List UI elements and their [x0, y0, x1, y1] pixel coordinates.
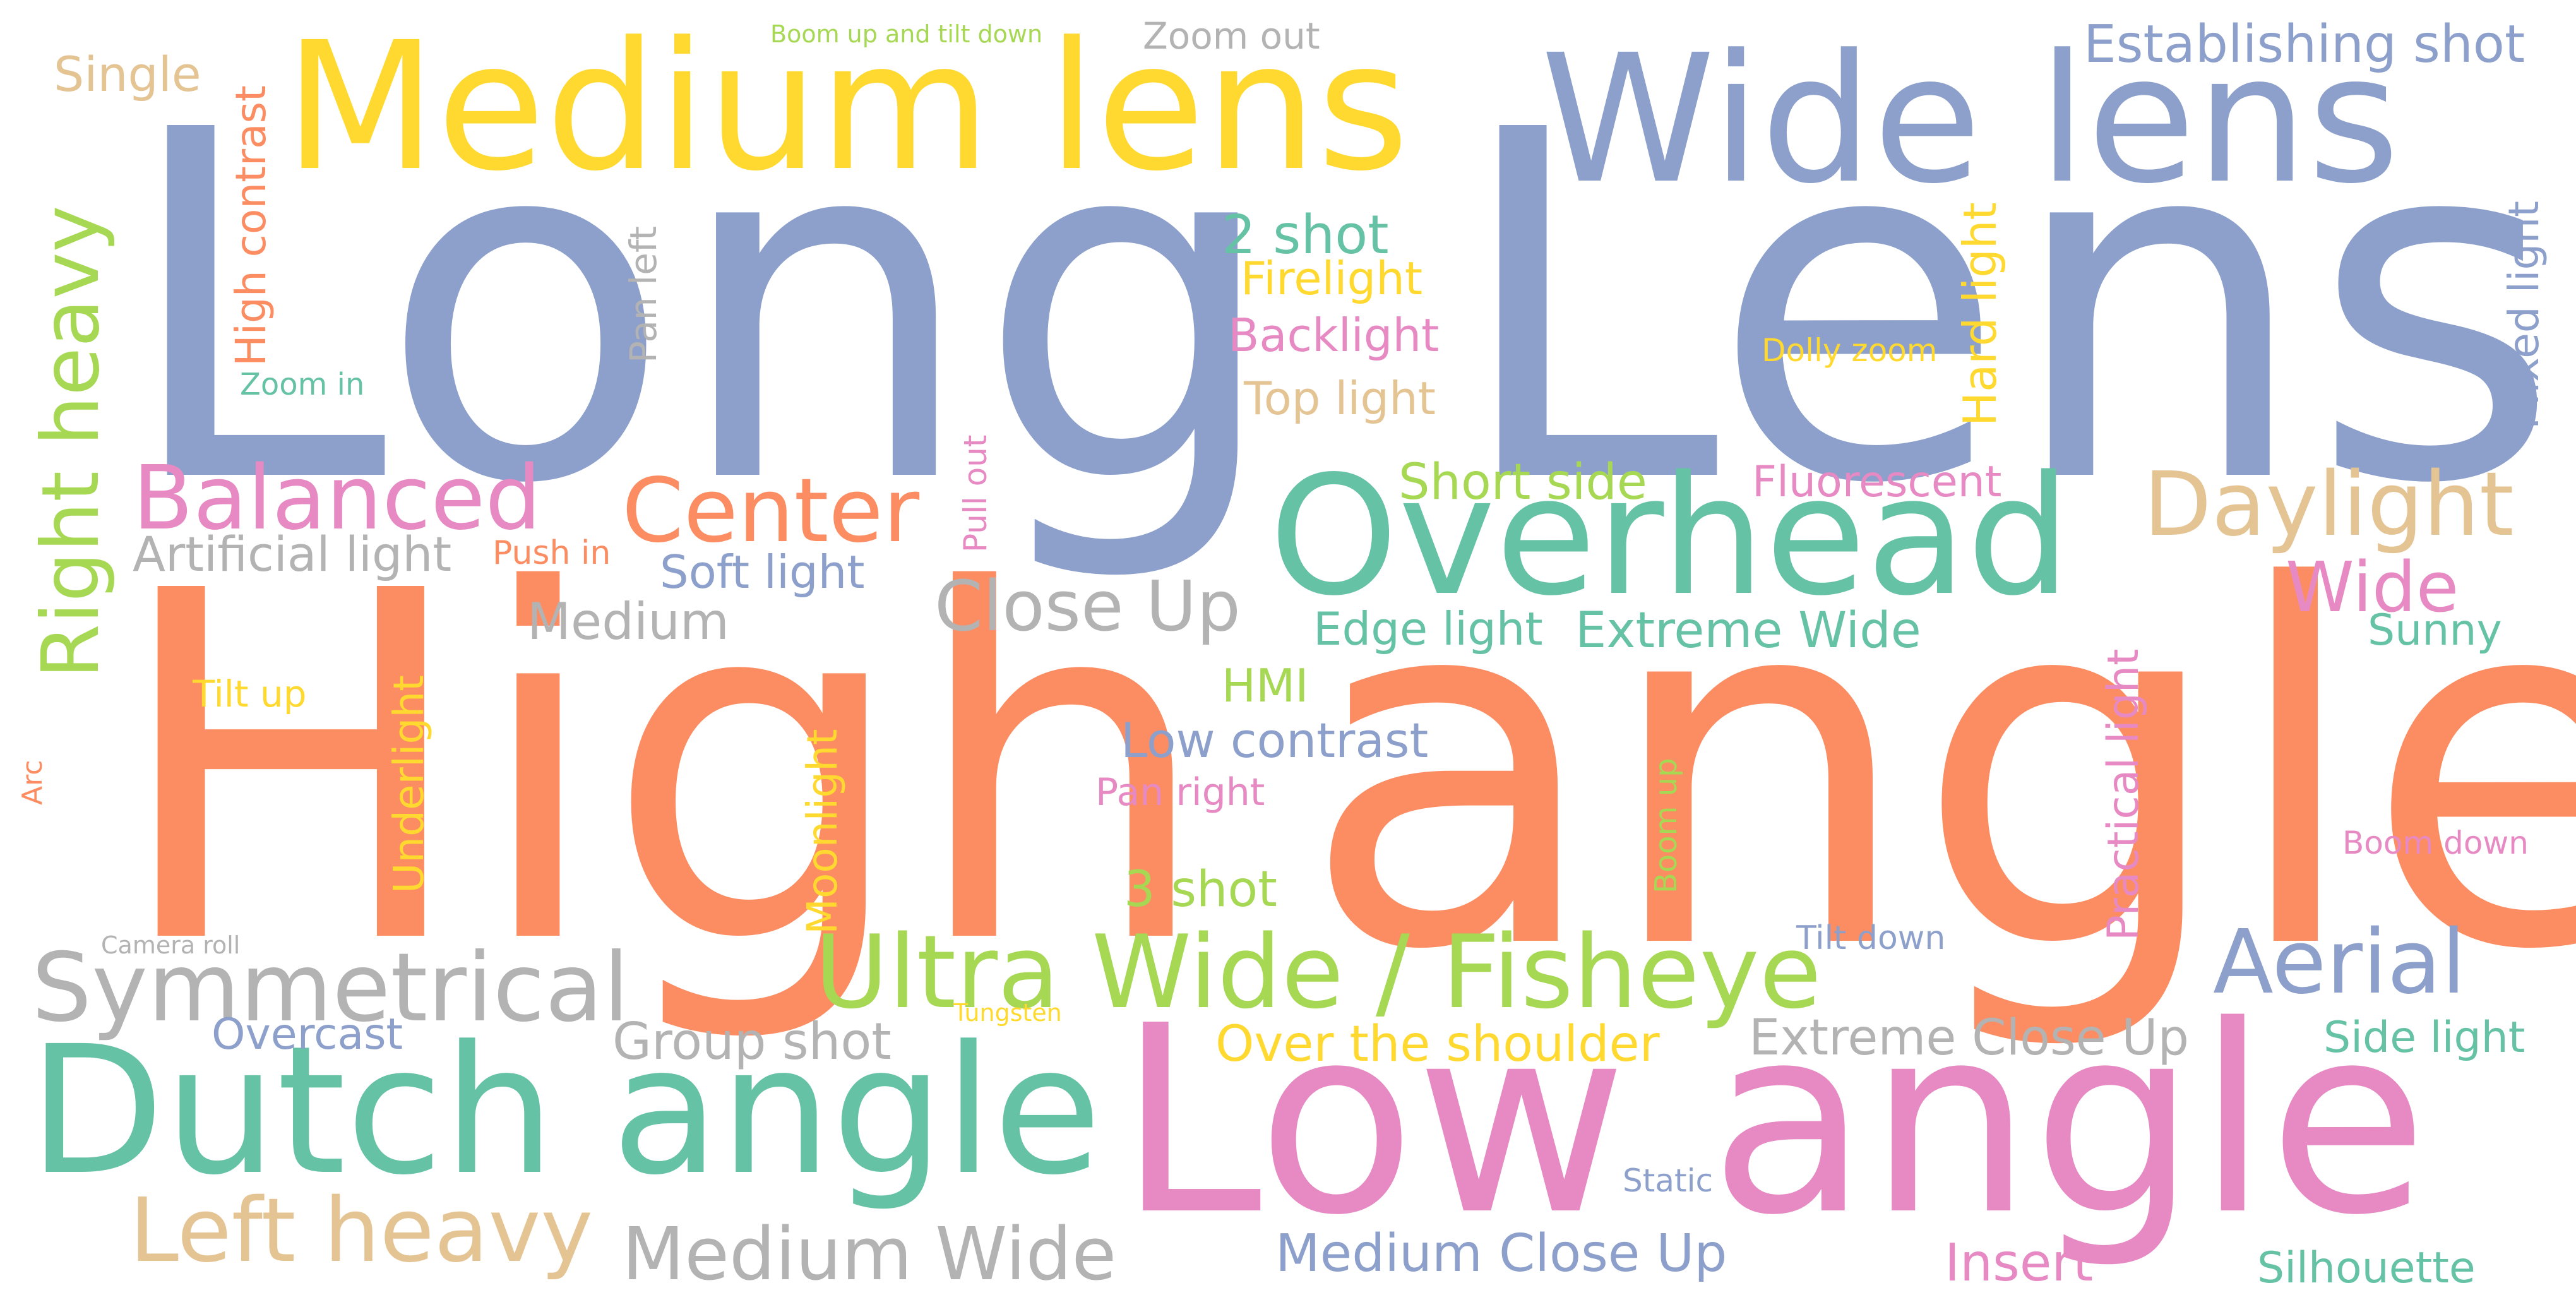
word-extreme-close-up: Extreme Close Up	[1749, 1010, 2190, 1066]
word-underlight: Underlight	[385, 674, 433, 893]
word-left-heavy: Left heavy	[129, 1179, 593, 1282]
word-wide: Wide	[2286, 547, 2459, 628]
word-daylight: Daylight	[2144, 453, 2514, 556]
word-low-contrast: Low contrast	[1121, 712, 1429, 768]
word-insert: Insert	[1945, 1233, 2094, 1293]
word-establishing-shot: Establishing shot	[2084, 15, 2525, 75]
word-hmi: HMI	[1222, 659, 1309, 712]
word-medium-close-up: Medium Close Up	[1275, 1224, 1727, 1284]
word-boom-up: Boom up	[1649, 758, 1684, 893]
word-silhouette: Silhouette	[2257, 1243, 2476, 1293]
word-2-shot: 2 shot	[1222, 204, 1389, 266]
word-arc: Arc	[16, 760, 49, 805]
word-3-shot: 3 shot	[1124, 861, 1277, 918]
word-wide-lens: Wide lens	[1541, 17, 2400, 223]
word-pan-right: Pan right	[1095, 770, 1265, 815]
word-zoom-in: Zoom in	[240, 367, 365, 402]
word-mixed-light: Mixed light	[2500, 200, 2548, 429]
word-overcast: Overcast	[212, 1010, 403, 1059]
word-center: Center	[622, 460, 920, 563]
word-tilt-down: Tilt down	[1796, 919, 1946, 957]
word-high: High	[110, 491, 1213, 1049]
word-moonlight: Moonlight	[798, 729, 847, 934]
word-artificial-light: Artificial light	[133, 526, 452, 582]
word-group-shot: Group shot	[612, 1012, 891, 1071]
word-extreme-wide: Extreme Wide	[1575, 602, 1921, 659]
word-angle: angle	[1301, 484, 2576, 1057]
word-practical-light: Practical light	[2099, 648, 2149, 941]
word-pull-out: Pull out	[957, 434, 994, 552]
word-single: Single	[54, 46, 201, 102]
word-fluorescent: Fluorescent	[1752, 457, 2002, 507]
word-overhead: Overhead	[1269, 441, 2071, 632]
word-symmetrical: Symmetrical	[32, 933, 629, 1043]
word-boom-down: Boom down	[2342, 825, 2529, 861]
word-sunny: Sunny	[2368, 606, 2502, 655]
word-balanced: Balanced	[133, 447, 542, 550]
word-dutch-angle: Dutch angle	[28, 1008, 1102, 1214]
word-static: Static	[1623, 1162, 1713, 1199]
word-medium-lens: Medium lens	[284, 4, 1409, 210]
word-right-heavy: Right heavy	[25, 205, 117, 679]
word-medium: Medium	[527, 592, 729, 651]
word-backlight: Backlight	[1228, 309, 1440, 362]
word-close-up: Close Up	[934, 566, 1241, 647]
word-boom-up-tilt-down: Boom up and tilt down	[770, 20, 1043, 48]
word-top-light: Top light	[1244, 372, 1436, 425]
word-low-angle: Low angle	[1118, 970, 2428, 1272]
word-over-the-shoulder: Over the shoulder	[1215, 1016, 1660, 1073]
word-ultra-wide: Ultra Wide / Fisheye	[814, 913, 1822, 1031]
word-tungsten: Tungsten	[953, 999, 1062, 1027]
word-camera-roll: Camera roll	[101, 931, 241, 959]
word-pan-left: Pan left	[622, 225, 665, 363]
word-aerial: Aerial	[2213, 911, 2466, 1014]
word-push-in: Push in	[492, 534, 611, 572]
word-edge-light: Edge light	[1313, 602, 1543, 655]
word-side-light: Side light	[2323, 1013, 2525, 1063]
word-zoom-out: Zoom out	[1143, 15, 1320, 57]
word-soft-light: Soft light	[660, 546, 865, 599]
word-dolly-zoom: Dolly zoom	[1762, 332, 1938, 369]
word-long: Long	[120, 30, 1282, 588]
word-firelight: Firelight	[1241, 252, 1423, 305]
word-tilt-up: Tilt up	[193, 672, 307, 715]
word-high-contrast: High contrast	[227, 85, 275, 366]
word-lens: Lens	[1452, 30, 2561, 588]
word-medium-wide: Medium Wide	[622, 1212, 1117, 1297]
word-short-side: Short side	[1398, 454, 1647, 511]
word-hard-light: Hard light	[1953, 202, 2007, 426]
